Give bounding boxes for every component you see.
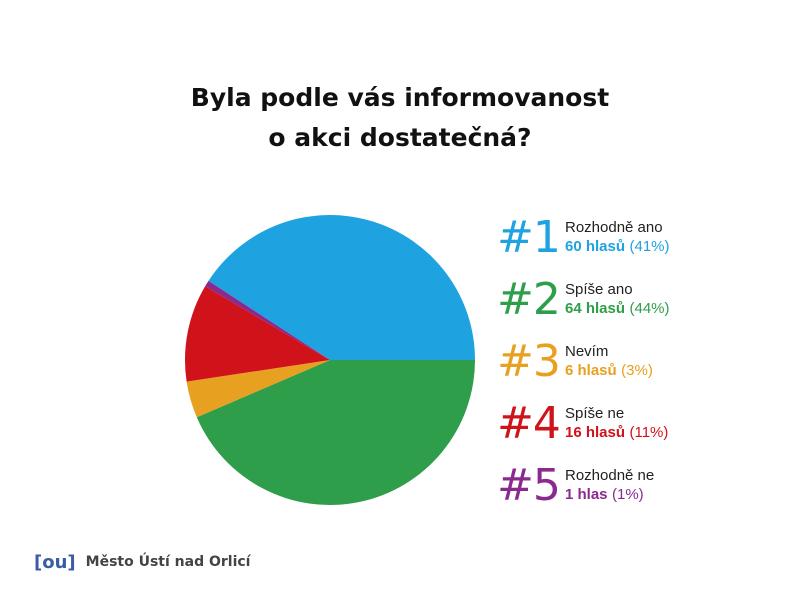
legend-label-5: Rozhodně ne [565,467,655,484]
legend-votes-1: 60 hlasů [565,238,626,255]
legend: #1 Rozhodně ano 60 hlasů (41%) #2 Spíše … [497,212,787,525]
legend-item-3: #3 Nevím 6 hlasů (3%) [497,336,787,401]
legend-rank-1: #1 [497,212,561,263]
legend-rank-2: #2 [497,274,561,325]
city-name: Město Ústí nad Orlicí [85,554,251,570]
pie-slice-1 [208,215,476,360]
chart-title-line-1: Byla podle vás informovanost [190,83,610,112]
legend-votes-3: 6 hlasů [565,362,617,379]
legend-rank-5: #5 [497,460,561,511]
pie-chart [185,215,476,505]
legend-text-4: Spíše ne 16 hlasů (11%) [565,404,668,442]
legend-votes-2: 64 hlasů [565,300,626,317]
legend-votes-5: 1 hlas [565,486,608,503]
legend-text-3: Nevím 6 hlasů (3%) [565,342,653,380]
pie-slice-2 [196,360,475,505]
legend-label-1: Rozhodně ano [565,219,663,236]
pie-slice-4 [185,286,330,382]
legend-percent-4: (11%) [629,424,669,441]
legend-item-2: #2 Spíše ano 64 hlasů (44%) [497,274,787,339]
city-logo: [ou] [34,551,76,573]
legend-votes-4: 16 hlasů [565,424,626,441]
legend-percent-1: (41%) [629,238,670,255]
footer: [ou] Město Ústí nad Orlicí [34,550,250,574]
legend-label-3: Nevím [565,343,609,360]
pie-slice-5 [205,280,330,360]
legend-percent-3: (3%) [621,362,653,379]
chart-title-line-2: o akci dostatečná? [268,123,532,152]
legend-item-5: #5 Rozhodně ne 1 hlas (1%) [497,460,787,525]
legend-item-1: #1 Rozhodně ano 60 hlasů (41%) [497,212,787,277]
legend-text-2: Spíše ano 64 hlasů (44%) [565,280,670,318]
legend-text-5: Rozhodně ne 1 hlas (1%) [565,466,654,504]
legend-rank-4: #4 [497,398,561,449]
legend-percent-2: (44%) [629,300,670,317]
legend-rank-3: #3 [497,336,561,387]
legend-percent-5: (1%) [611,486,644,503]
pie-slice-3 [186,360,330,418]
chart-title: Byla podle vás informovanost o akci dost… [0,78,800,158]
legend-text-1: Rozhodně ano 60 hlasů (41%) [565,218,670,256]
legend-label-4: Spíše ne [565,405,625,422]
legend-item-4: #4 Spíše ne 16 hlasů (11%) [497,398,787,463]
legend-label-2: Spíše ano [565,281,633,298]
